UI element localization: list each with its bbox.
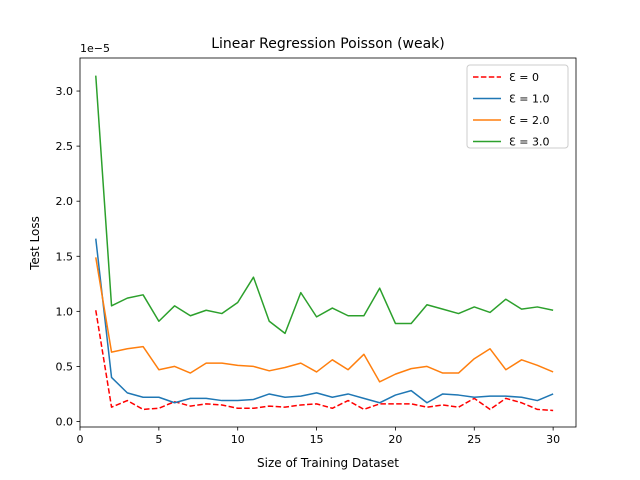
x-tick-label: 15 (310, 433, 324, 446)
y-tick-label: 1.0 (56, 305, 74, 318)
y-tick-label: 2.5 (56, 140, 74, 153)
series-line-0 (95, 310, 554, 412)
x-axis-label: Size of Training Dataset (257, 456, 399, 470)
legend-label-3: Ɛ = 3.0 (509, 136, 549, 149)
chart-title: Linear Regression Poisson (weak) (211, 36, 445, 52)
axes: 0 5 10 15 20 25 30 0.0 0.5 1.0 1.5 2.0 2.5 3.0 (56, 57, 577, 446)
axes-frame (79, 57, 577, 428)
plot-area (95, 75, 554, 412)
legend-label-2: Ɛ = 2.0 (509, 114, 549, 127)
y-tick-label: 3.0 (56, 85, 74, 98)
y-tick-label: 0.5 (56, 360, 74, 373)
x-tick-label: 25 (467, 433, 481, 446)
y-axis-offset-label: 1e−5 (80, 42, 110, 55)
series-line-3 (95, 75, 554, 335)
x-tick-label: 5 (155, 433, 162, 446)
series-line-2 (95, 257, 554, 383)
legend-label-0: Ɛ = 0 (509, 71, 539, 84)
legend-label-1: Ɛ = 1.0 (509, 93, 549, 106)
legend: Ɛ = 0 Ɛ = 1.0 Ɛ = 2.0 Ɛ = 3.0 (466, 64, 569, 149)
legend-box (466, 64, 569, 149)
x-tick-label: 0 (77, 433, 84, 446)
series-line-1 (95, 238, 554, 404)
x-tick-label: 30 (546, 433, 560, 446)
y-tick-label: 0.0 (56, 415, 74, 428)
y-axis-label: Test Loss (28, 216, 42, 271)
x-tick-label: 20 (388, 433, 402, 446)
x-tick-label: 10 (231, 433, 245, 446)
y-tick-label: 1.5 (56, 250, 74, 263)
y-tick-label: 2.0 (56, 195, 74, 208)
